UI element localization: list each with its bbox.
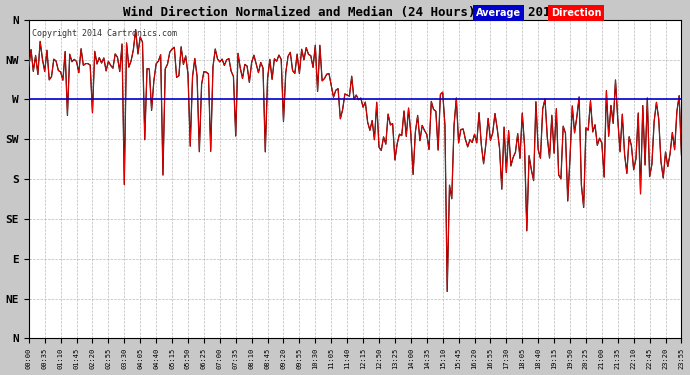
Title: Wind Direction Normalized and Median (24 Hours) (New) 20140115: Wind Direction Normalized and Median (24… [123, 6, 588, 18]
Text: Direction: Direction [551, 8, 602, 18]
Text: Copyright 2014 Cartronics.com: Copyright 2014 Cartronics.com [32, 29, 177, 38]
Text: Average: Average [476, 8, 521, 18]
